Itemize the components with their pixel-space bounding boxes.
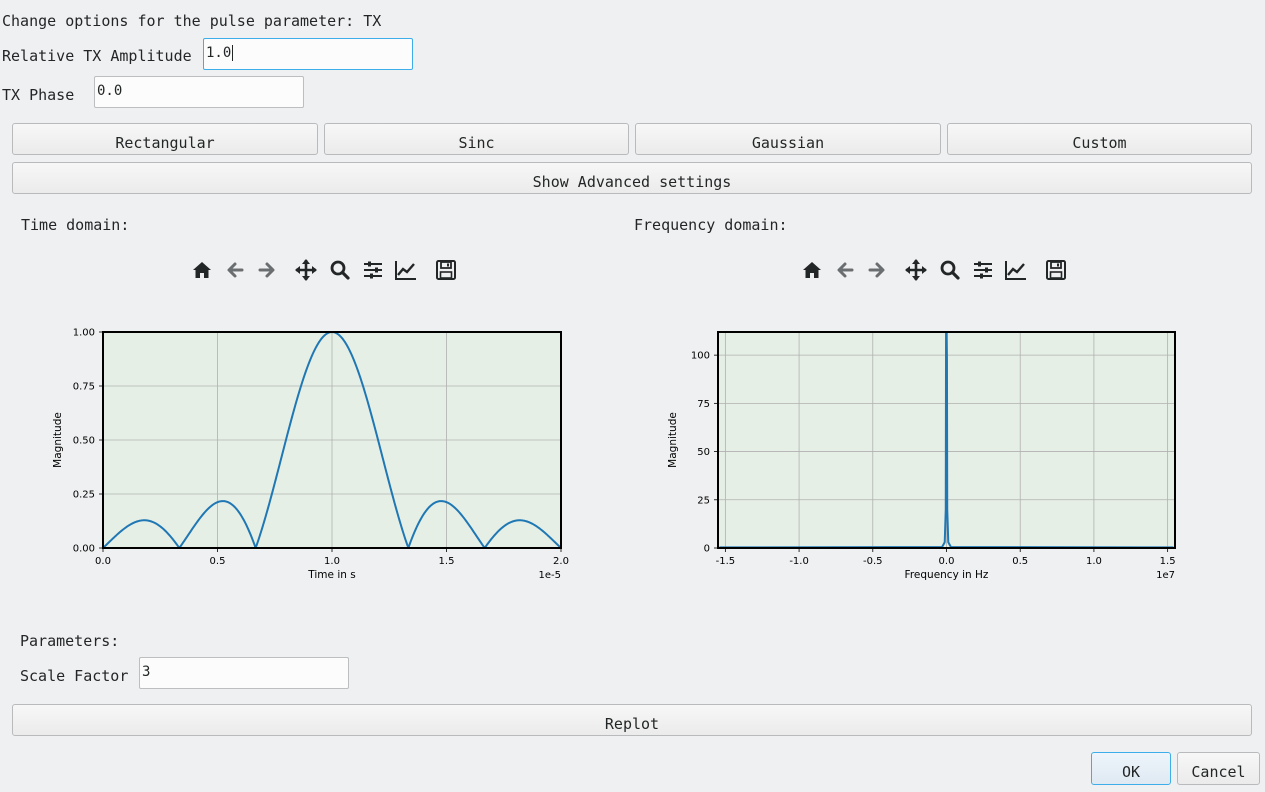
y-tick-label: 0.25 [73, 490, 95, 501]
frequency-domain-heading: Frequency domain: [634, 216, 788, 234]
amplitude-label: Relative TX Amplitude [2, 47, 192, 65]
rectangular-button[interactable]: Rectangular [12, 123, 318, 155]
y-tick-label: 75 [697, 399, 710, 410]
custom-button[interactable]: Custom [947, 123, 1252, 155]
y-tick-label: 1.00 [73, 328, 95, 339]
y-tick-label: 50 [697, 447, 710, 458]
amplitude-input[interactable]: 1.0 [203, 38, 413, 70]
phase-value: 0.0 [97, 83, 123, 99]
y-tick-label: 25 [697, 495, 710, 506]
time-domain-plot: 0.0 0.5 1.0 1.5 2.0 0.00 0.25 0.50 0.75 1.00 Time … [52, 328, 569, 582]
gaussian-button[interactable]: Gaussian [635, 123, 941, 155]
edit-axis-icon[interactable] [1003, 257, 1029, 283]
x-tick-label: 1.5 [1160, 556, 1176, 567]
x-tick-label: -1.0 [789, 556, 809, 567]
x-tick-label: 0.0 [939, 556, 955, 567]
configure-subplots-icon[interactable] [970, 257, 996, 283]
save-icon[interactable] [1043, 257, 1069, 283]
x-axis-label: Time in s [307, 569, 355, 581]
x-tick-label: 2.0 [553, 556, 569, 567]
x-tick-label: 0.5 [1012, 556, 1028, 567]
x-tick-label: 1.0 [1086, 556, 1102, 567]
show-advanced-settings-button[interactable]: Show Advanced settings [12, 162, 1252, 194]
dialog-title: Change options for the pulse parameter: … [2, 12, 382, 30]
time-plot-toolbar [189, 257, 469, 283]
scale-factor-value: 3 [142, 664, 151, 680]
zoom-icon[interactable] [327, 257, 353, 283]
x-tick-label: 0.5 [210, 556, 226, 567]
save-icon[interactable] [433, 257, 459, 283]
text-cursor [232, 45, 234, 61]
data-series-line [719, 331, 1174, 549]
home-icon[interactable] [799, 257, 825, 283]
x-tick-label: 1.0 [324, 556, 340, 567]
plot-frame [717, 331, 1176, 549]
y-tick-label: 0.75 [73, 382, 95, 393]
y-axis-label: Magnitude [52, 412, 64, 468]
pan-icon[interactable] [293, 257, 319, 283]
x-offset-label: 1e-5 [539, 570, 562, 581]
x-tick-label: -1.5 [716, 556, 736, 567]
forward-arrow-icon[interactable] [864, 257, 890, 283]
y-tick-label: 100 [691, 351, 710, 362]
frequency-domain-plot: -1.5 -1.0 -0.5 0.0 0.5 1.0 1.5 0 25 50 75 100 Freque… [667, 331, 1176, 581]
zoom-icon[interactable] [937, 257, 963, 283]
scale-factor-input[interactable]: 3 [139, 657, 349, 689]
back-arrow-icon[interactable] [222, 257, 248, 283]
configure-subplots-icon[interactable] [360, 257, 386, 283]
x-offset-label: 1e7 [1156, 570, 1175, 581]
y-axis-label: Magnitude [667, 412, 679, 468]
sinc-button[interactable]: Sinc [324, 123, 629, 155]
cancel-button[interactable]: Cancel [1177, 752, 1260, 785]
frequency-plot-toolbar [799, 257, 1079, 283]
x-tick-label: 1.5 [439, 556, 455, 567]
ok-button[interactable]: OK [1091, 752, 1171, 785]
y-tick-label: 0.00 [73, 544, 95, 555]
edit-axis-icon[interactable] [393, 257, 419, 283]
forward-arrow-icon[interactable] [254, 257, 280, 283]
scale-factor-label: Scale Factor [20, 667, 129, 685]
plot-frame [102, 331, 562, 549]
phase-input[interactable]: 0.0 [94, 76, 304, 108]
pan-icon[interactable] [903, 257, 929, 283]
y-tick-label: 0 [704, 544, 710, 555]
home-icon[interactable] [189, 257, 215, 283]
phase-label: TX Phase [2, 86, 75, 104]
parameters-heading: Parameters: [20, 632, 120, 650]
x-tick-label: -0.5 [863, 556, 883, 567]
y-tick-label: 0.50 [73, 436, 95, 447]
back-arrow-icon[interactable] [832, 257, 858, 283]
x-axis-label: Frequency in Hz [905, 569, 989, 581]
time-domain-heading: Time domain: [21, 216, 130, 234]
x-tick-label: 0.0 [95, 556, 111, 567]
replot-button[interactable]: Replot [12, 704, 1252, 736]
amplitude-value: 1.0 [206, 45, 232, 61]
